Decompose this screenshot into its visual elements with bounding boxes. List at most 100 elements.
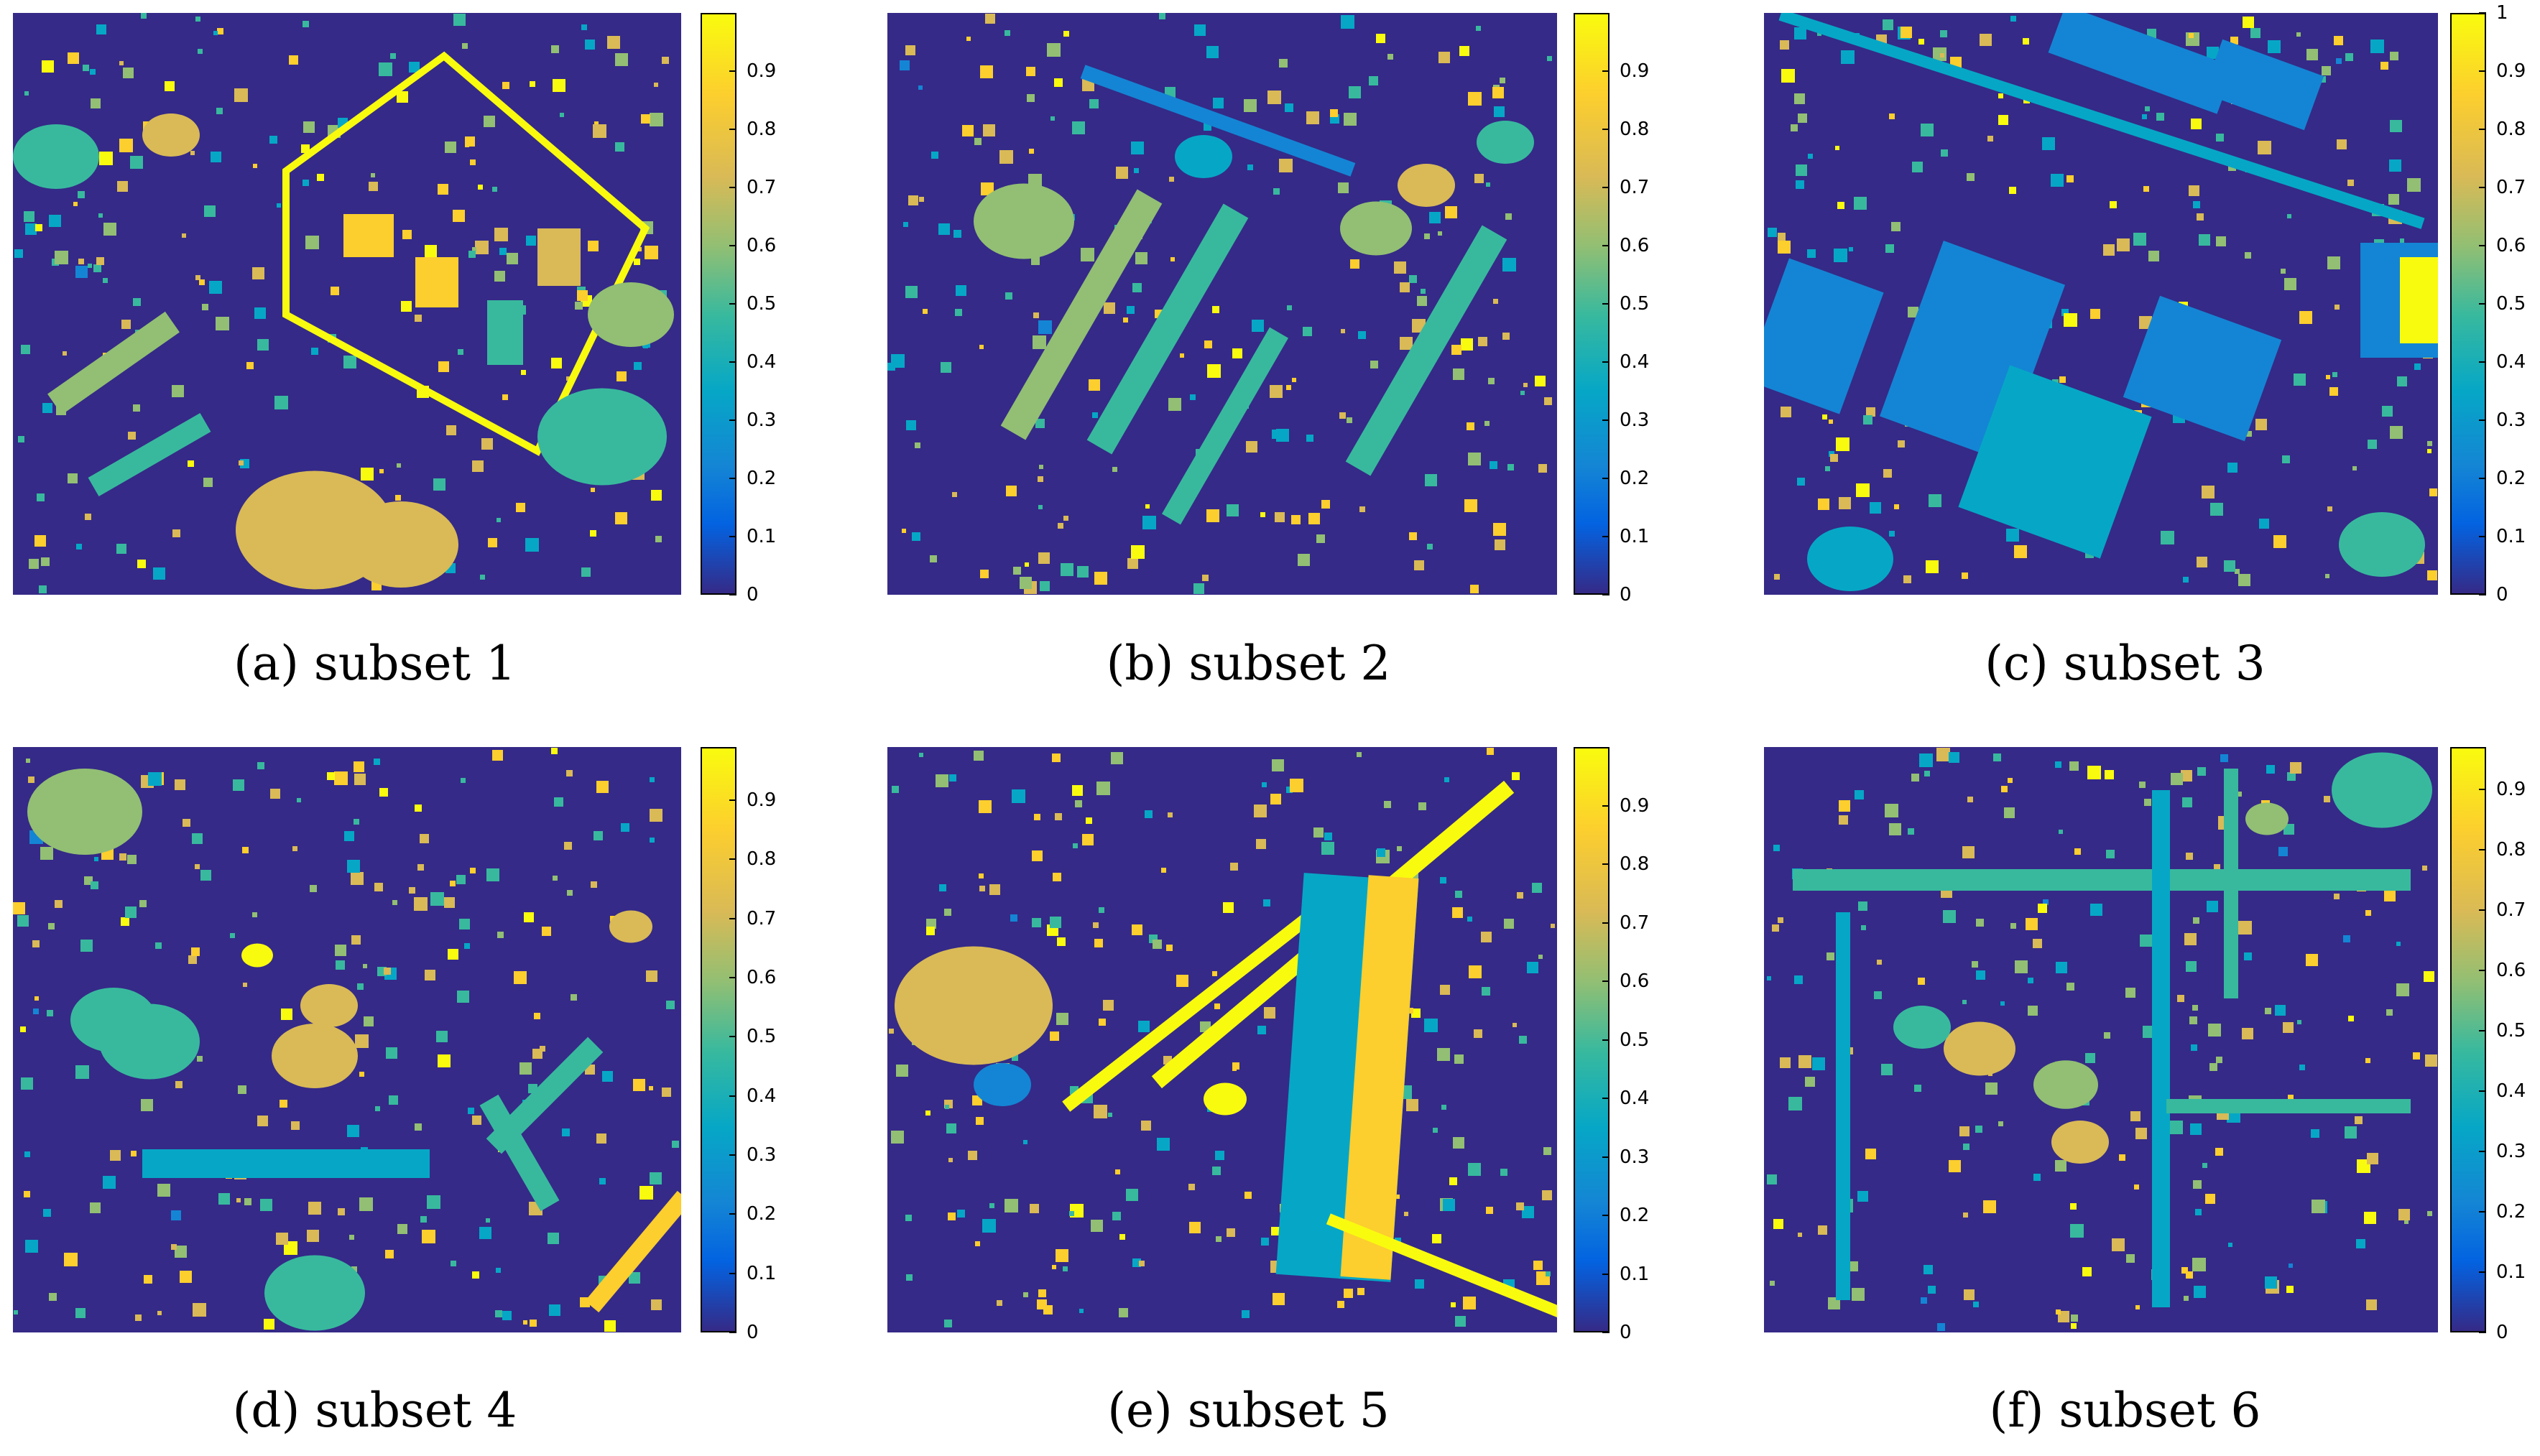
heat-speckle (2404, 1220, 2409, 1224)
heat-speckle (1929, 494, 1941, 507)
heat-speckle (137, 560, 146, 568)
heat-speckle (308, 1202, 321, 1215)
colorbar-tick-label: 0.7 (1620, 177, 1650, 198)
heat-speckle (1108, 1113, 1112, 1117)
heat-speckle (1941, 149, 1948, 157)
heat-speckle (502, 1311, 512, 1320)
heat-speckle (1072, 785, 1083, 796)
heat-speckle (2161, 531, 2174, 544)
colorbar-tick-label: 0.8 (2496, 119, 2526, 140)
heat-speckle (415, 804, 422, 812)
heat-speckle (1433, 1128, 1438, 1133)
heat-speckle (1512, 772, 1520, 780)
heat-speckle (1523, 383, 1528, 387)
colorbar-tick-mark (2479, 848, 2486, 850)
heat-speckle (1030, 1204, 1039, 1213)
heat-speckle (1836, 437, 1849, 451)
heat-speckle (946, 1123, 956, 1133)
heat-speckle (1459, 46, 1469, 56)
subset-caption: (b) subset 2 (1106, 636, 1391, 691)
heat-speckle (1026, 67, 1035, 76)
heat-speckle (280, 1100, 287, 1108)
heat-speckle (654, 83, 658, 87)
colorbar-tick-mark (1602, 187, 1610, 188)
heat-speckle (1168, 398, 1181, 411)
heat-speckle (2427, 441, 2432, 446)
heat-speckle (1168, 812, 1173, 817)
colorbar-tick-label: 0.7 (747, 907, 777, 929)
heat-speckle (616, 371, 627, 381)
colorbar-tick-mark (729, 536, 736, 537)
heat-speckle (902, 529, 906, 533)
heat-speckle (1123, 317, 1128, 323)
heat-speckle (327, 772, 335, 780)
colorbar-tick-label: 0.4 (747, 351, 777, 373)
heat-speckle (1082, 834, 1094, 845)
heat-speckle (1023, 1140, 1027, 1144)
heat-speckle (121, 917, 129, 926)
heat-speckle (672, 1141, 679, 1148)
heat-speckle (596, 781, 609, 793)
heat-speckle (1166, 945, 1173, 951)
heat-speckle (1429, 212, 1441, 223)
heat-speckle (1058, 523, 1063, 529)
heat-speckle (1921, 1297, 1927, 1304)
heat-speckle (1132, 924, 1142, 935)
heat-speckle (1432, 1234, 1441, 1243)
heat-speckle (2006, 529, 2019, 542)
heat-speckle (1216, 1236, 1221, 1242)
heat-speckle (912, 532, 920, 541)
colorbar-tick-label: 0.6 (2496, 959, 2526, 981)
heat-speckle (25, 1240, 38, 1253)
heat-speckle (524, 912, 534, 922)
heat-speckle (39, 585, 47, 593)
heat-speckle (1933, 47, 1946, 61)
subset-caption: (a) subset 1 (234, 636, 516, 691)
colorbar-tick-label: 0.3 (1620, 1146, 1650, 1168)
heat-speckle (634, 362, 642, 370)
heat-speckle (1072, 121, 1085, 134)
colorbar-tick-mark (2479, 303, 2486, 305)
heat-speckle (1127, 306, 1135, 314)
heat-speckle (2202, 1163, 2207, 1168)
heat-speckle (1292, 378, 1296, 382)
colorbar-tick-mark (2479, 12, 2486, 14)
heat-speckle (453, 210, 465, 222)
heat-speckle (1440, 877, 1446, 884)
colorbar-tick-label: 0 (747, 584, 759, 606)
heat-speckle (292, 846, 297, 851)
heat-speckle (2066, 175, 2074, 182)
heat-speckle (464, 943, 470, 949)
colorbar-tick-label: 0.6 (2496, 235, 2526, 256)
heat-speckle (1370, 361, 1378, 368)
heat-speckle (254, 307, 266, 319)
heat-speckle (2208, 1024, 2221, 1037)
heat-speckle (2139, 316, 2152, 329)
heat-speckle (892, 786, 899, 793)
heat-speckle (1921, 124, 1934, 136)
heat-speckle (1980, 34, 1992, 46)
heat-speckle (193, 1303, 206, 1317)
heat-speckle (1377, 848, 1385, 857)
heat-speckle (492, 187, 497, 192)
heat-speckle (48, 923, 55, 929)
heat-speckle (375, 1106, 380, 1111)
heat-speckle (1104, 302, 1115, 314)
colorbar-tick-mark (729, 858, 736, 861)
heat-speckle (1830, 454, 1838, 462)
heat-speckle (1056, 1013, 1068, 1025)
heat-speckle (2014, 545, 2027, 558)
colorbar-tick-mark (729, 1332, 736, 1333)
heat-speckle (1861, 925, 1866, 930)
heat-speckle (1797, 478, 1805, 486)
heat-region (1345, 225, 1507, 476)
colorbar-tick-mark (2479, 594, 2486, 595)
heat-speckle (2287, 214, 2291, 218)
heat-speckle (486, 868, 499, 881)
heat-speckle (334, 771, 348, 785)
heat-speckle (1839, 815, 1848, 825)
heat-speckle (470, 159, 476, 165)
colorbar-tick-label: 0.3 (1620, 409, 1650, 431)
colorbar-tick-label: 0.9 (2496, 60, 2526, 82)
heat-speckle (1937, 1323, 1945, 1331)
